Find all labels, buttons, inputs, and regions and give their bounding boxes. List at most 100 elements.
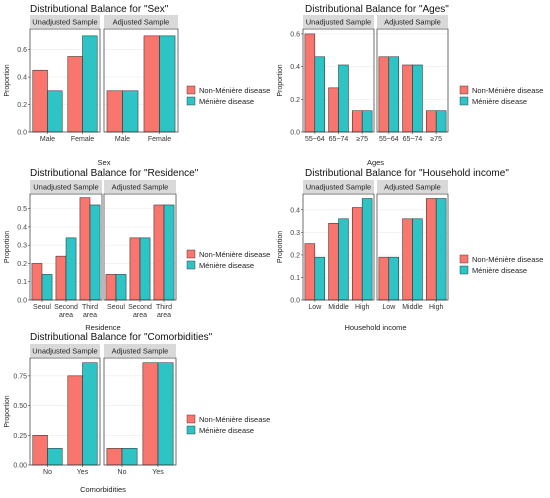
- bar-non-meniere: [351, 110, 363, 133]
- x-tick-label: ≥75: [430, 136, 442, 143]
- y-tick-label: 0.6: [17, 47, 27, 54]
- legend-swatch-non-meniere: [459, 254, 469, 264]
- y-tick-label: 0.2: [17, 261, 27, 268]
- x-axis-label: Household income: [344, 323, 406, 332]
- legend: Non-Ménière disease Ménière disease: [459, 254, 543, 275]
- facet-strip: [104, 180, 176, 193]
- legend-swatch-meniere: [459, 96, 469, 106]
- facet-strip-label: Adjusted Sample: [112, 183, 169, 192]
- bar-non-meniere: [153, 204, 165, 301]
- y-axis-label: Proportion: [277, 64, 284, 96]
- facet-strip: [303, 15, 374, 28]
- facet-strip-label: Adjusted Sample: [384, 18, 441, 27]
- y-tick-label: 0.25: [13, 433, 27, 440]
- x-tick-label: No: [43, 469, 52, 476]
- legend-label: Ménière disease: [472, 97, 527, 106]
- legend-swatch-meniere: [459, 265, 469, 275]
- x-tick-label: Yes: [77, 469, 89, 476]
- legend: Non-Ménière disease Ménière disease: [186, 85, 270, 106]
- chart-residence: Distributional Balance for "Residence" 0.…: [4, 168, 270, 332]
- bar-non-meniere: [67, 375, 83, 466]
- legend-swatch-meniere: [186, 260, 196, 270]
- x-tick-label: Low: [308, 304, 322, 311]
- bar-non-meniere: [129, 237, 141, 301]
- legend: Non-Ménière disease Ménière disease: [459, 85, 543, 106]
- legend: Non-Ménière disease Ménière disease: [186, 414, 270, 435]
- panel-border: [302, 28, 375, 133]
- bar-non-meniere: [67, 56, 83, 133]
- bar-non-meniere: [106, 448, 123, 466]
- y-tick-label: 0.4: [290, 64, 300, 71]
- facet-strip: [30, 344, 100, 357]
- bar-non-meniere: [425, 198, 437, 301]
- y-tick-label: 0.2: [290, 252, 300, 259]
- bar-meniere: [412, 64, 423, 133]
- chart-household-income: Distributional Balance for "Household in…: [277, 168, 543, 332]
- legend: Non-Ménière disease Ménière disease: [186, 249, 270, 270]
- bar-non-meniere: [304, 243, 316, 301]
- x-tick-label: Female: [148, 136, 171, 143]
- x-tick-label: Seoul: [107, 304, 125, 311]
- bar-meniere: [388, 256, 400, 301]
- bar-meniere: [338, 64, 349, 133]
- panel-border: [302, 193, 375, 301]
- legend-label: Non-Ménière disease: [199, 86, 270, 95]
- x-tick-label: Male: [115, 136, 130, 143]
- bar-meniere: [89, 204, 101, 301]
- facet-strip-label: Unadjusted Sample: [306, 183, 371, 192]
- facet-strip-label: Unadjusted Sample: [32, 347, 97, 356]
- legend-label: Ménière disease: [199, 97, 254, 106]
- y-tick-label: 0.2: [17, 102, 27, 109]
- x-tick-label: Female: [71, 136, 94, 143]
- facet-strip: [104, 15, 178, 28]
- panel-border: [103, 193, 177, 301]
- x-tick-label: 55~64: [305, 136, 325, 143]
- bar-meniere: [163, 204, 175, 301]
- bar-meniere: [388, 56, 400, 133]
- legend-label: Non-Ménière disease: [472, 255, 543, 264]
- x-tick-label: High: [355, 304, 370, 311]
- bar-non-meniere: [328, 223, 339, 301]
- facet-panel: Unadjusted Sample Low Middle High: [302, 180, 375, 311]
- y-tick-label: 0.5: [17, 206, 27, 213]
- y-tick-label: 0.3: [17, 243, 27, 250]
- chart-title: Distributional Balance for "Sex": [30, 4, 169, 15]
- x-axis-label: Ages: [367, 158, 384, 167]
- x-tick-label: High: [429, 304, 444, 311]
- bar-non-meniere: [328, 87, 339, 133]
- bar-non-meniere: [402, 64, 413, 133]
- bar-non-meniere: [106, 90, 123, 133]
- legend-swatch-non-meniere: [459, 85, 469, 95]
- legend-label: Ménière disease: [199, 426, 254, 435]
- bar-meniere: [115, 274, 127, 301]
- y-tick-label: 0.4: [17, 75, 27, 82]
- y-tick-label: 0.2: [290, 97, 300, 104]
- bar-non-meniere: [378, 56, 390, 133]
- bar-non-meniere: [402, 218, 413, 301]
- facet-strip: [377, 15, 448, 28]
- bar-meniere: [65, 237, 77, 301]
- x-tick-label: Second area: [54, 304, 78, 319]
- legend-label: Ménière disease: [199, 261, 254, 270]
- bar-meniere: [314, 56, 326, 133]
- bar-meniere: [82, 35, 98, 133]
- x-tick-label: Second area: [128, 304, 152, 319]
- y-tick-label: 0.4: [17, 224, 27, 231]
- panel-border: [376, 28, 449, 133]
- bar-non-meniere: [378, 256, 390, 301]
- y-axis-label: Proportion: [277, 231, 284, 263]
- bar-meniere: [435, 110, 447, 133]
- bar-meniere: [41, 274, 53, 301]
- chart-ages: Distributional Balance for "Ages" 0.0 0.2 0…: [277, 4, 543, 167]
- bar-meniere: [47, 90, 63, 133]
- y-axis-label: Proportion: [4, 64, 11, 96]
- facet-panel: Adjusted Sample No Yes: [103, 344, 177, 476]
- x-tick-label: Male: [40, 136, 55, 143]
- chart-title: Distributional Balance for "Household in…: [305, 168, 509, 179]
- bar-non-meniere: [142, 362, 159, 466]
- chart-sex: Distributional Balance for "Sex" 0.0 0.2 0.…: [4, 4, 270, 167]
- bar-non-meniere: [79, 197, 91, 301]
- y-axis-label: Proportion: [4, 231, 11, 263]
- panel-border: [103, 28, 179, 133]
- x-axis-label: Residence: [85, 323, 120, 332]
